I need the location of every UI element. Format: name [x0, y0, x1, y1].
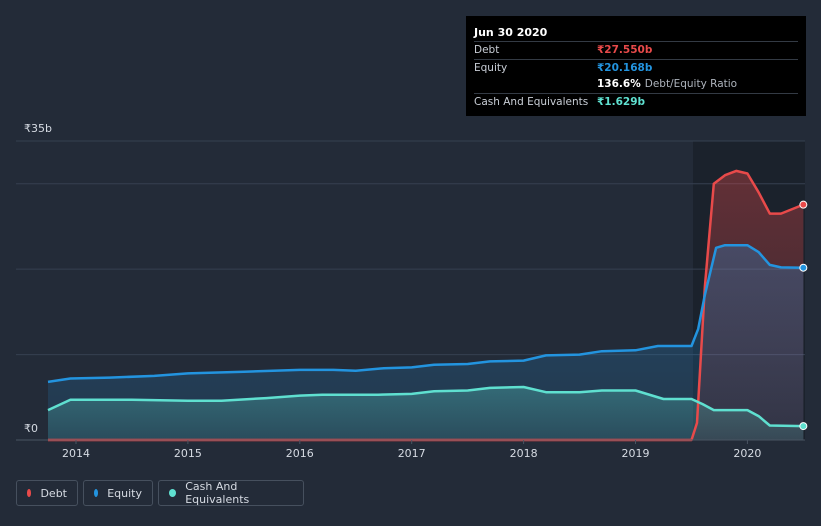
tooltip-cash-value: ₹1.629b	[597, 95, 646, 108]
tooltip-date: Jun 30 2020	[474, 26, 548, 39]
x-tick-label: 2020	[733, 447, 761, 460]
legend-item-equity[interactable]: Equity	[83, 480, 153, 506]
equity-end-point	[799, 263, 808, 272]
tooltip-equity-value: ₹20.168b	[597, 61, 653, 74]
tooltip-row-equity: Equity ₹20.168b	[474, 58, 798, 77]
y-axis-zero-label: ₹0	[24, 422, 38, 435]
x-tick-label: 2018	[510, 447, 538, 460]
equity-dot-icon	[94, 489, 99, 497]
tooltip-debt-label: Debt	[474, 44, 500, 56]
tooltip-row-ratio: 136.6% Debt/Equity Ratio	[474, 76, 798, 93]
tooltip-row-cash: Cash And Equivalents ₹1.629b	[474, 92, 798, 111]
tooltip-debt-value: ₹27.550b	[597, 44, 653, 56]
cash-and-equivalents-line	[47, 385, 804, 428]
data-tooltip: Jun 30 2020 Debt ₹27.550b Equity ₹20.168…	[466, 16, 806, 116]
tooltip-equity-label: Equity	[474, 61, 508, 74]
legend-equity-label: Equity	[107, 486, 142, 500]
legend-item-debt[interactable]: Debt	[16, 480, 78, 506]
equity-line	[47, 243, 804, 384]
x-tick-label: 2016	[286, 447, 314, 460]
y-axis-top-label: ₹35b	[24, 122, 52, 135]
cash-and-equivalents-end-point	[799, 422, 808, 431]
x-tick-label: 2017	[398, 447, 426, 460]
cash-dot-icon	[169, 489, 177, 497]
x-tick-label: 2014	[62, 447, 90, 460]
debt-dot-icon	[27, 489, 32, 497]
x-tick-label: 2015	[174, 447, 202, 460]
tooltip-cash-label: Cash And Equivalents	[474, 95, 589, 108]
x-tick-label: 2019	[622, 447, 650, 460]
tooltip-ratio-label: Debt/Equity Ratio	[644, 78, 738, 90]
debt-end-point	[799, 200, 808, 209]
tooltip-ratio-value: 136.6%	[597, 78, 641, 90]
legend-debt-label: Debt	[40, 486, 67, 500]
tooltip-row-debt: Debt ₹27.550b	[474, 41, 798, 59]
legend-item-cash[interactable]: Cash And Equivalents	[158, 480, 304, 506]
legend-cash-label: Cash And Equivalents	[185, 480, 250, 506]
